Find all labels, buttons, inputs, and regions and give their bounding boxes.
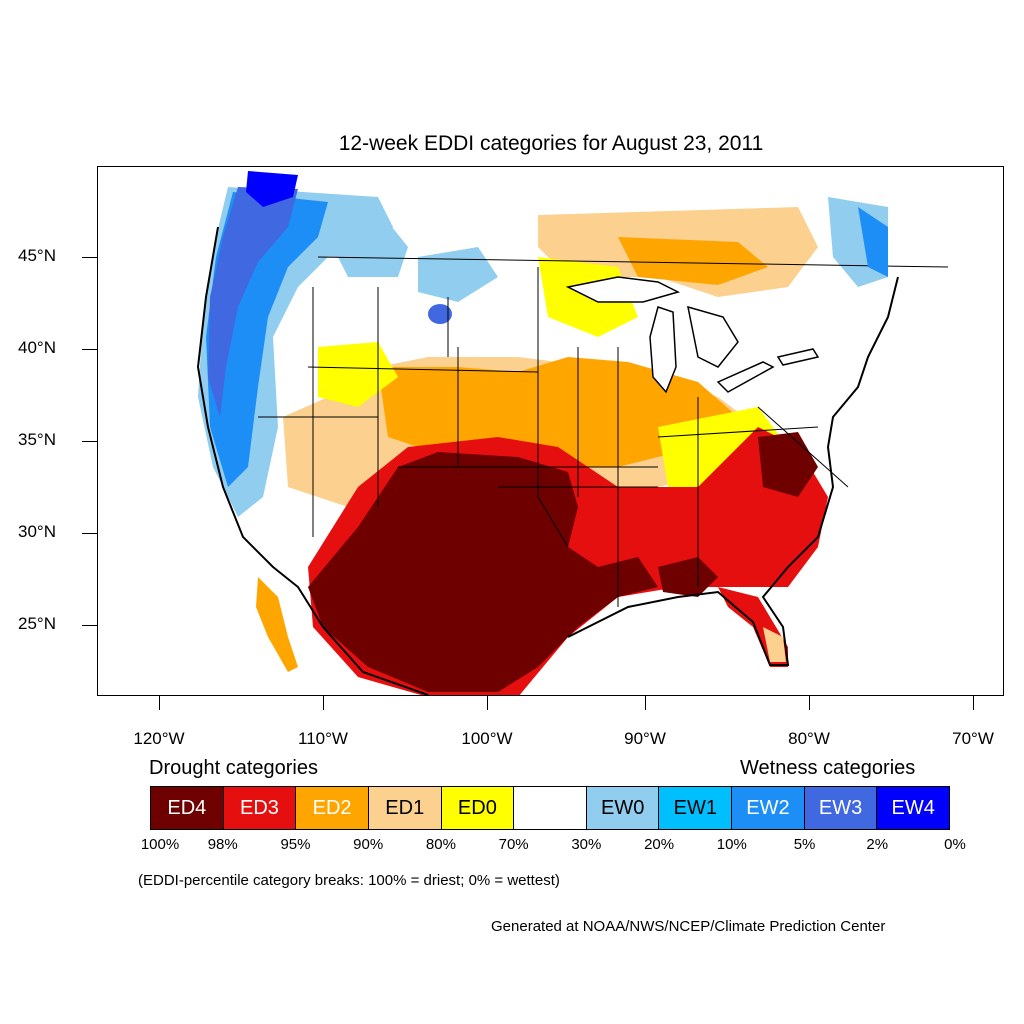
legend-break-label: 2% [866,836,889,853]
lon-label-80: 80°W [788,729,830,748]
lon-tick-80 [809,696,810,710]
lat-tick-30 [82,533,97,534]
drought-categories-title: Drought categories [149,757,318,779]
legend-cell-ew4: EW4 [877,787,950,829]
lon-label-70: 70°W [952,729,994,748]
legend-break-label: 10% [716,836,747,853]
legend-break-label: 100% [140,836,180,853]
lat-tick-45 [82,257,97,258]
lon-tick-70 [973,696,974,710]
drought-ed4-texas [308,452,658,692]
legend-break-label: 98% [207,836,238,853]
lon-tick-120 [159,696,160,710]
legend-cell-ew2: EW2 [732,787,805,829]
eddi-map [98,167,1003,695]
lake-ontario [776,348,820,366]
lake-michigan [649,306,677,394]
lon-tick-110 [323,696,324,710]
lake-huron [687,305,739,368]
lat-label-25: 25°N [18,614,56,633]
lake-erie [716,361,775,393]
drought-ed2-central [378,357,738,467]
lat-label-45: 45°N [18,246,56,265]
credit-line: Generated at NOAA/NWS/NCEP/Climate Predi… [491,918,886,935]
legend-break-label: 20% [644,836,675,853]
legend-break-label: 30% [571,836,602,853]
lake-superior [565,276,681,303]
wet-region-ew2-west [208,187,298,417]
lat-label-35: 35°N [18,430,56,449]
state-borders [258,256,949,607]
lat-label-40: 40°N [18,338,56,357]
legend-break-label: 70% [498,836,529,853]
map-panel [97,166,1004,696]
legend-break-label: 80% [425,836,456,853]
legend-cell-ed4: ED4 [151,787,224,829]
legend-cell-ed3: ED3 [223,787,297,829]
lon-tick-100 [487,696,488,710]
lon-label-120: 120°W [133,729,185,748]
legend-cell-ew3: EW3 [804,787,878,829]
lat-tick-40 [82,349,97,350]
wet-region-ew4-nw [246,171,298,207]
legend-cell-ew0: EW0 [586,787,660,829]
legend-break-label: 90% [353,836,384,853]
legend-break-label: 95% [280,836,311,853]
map-title: 12-week EDDI categories for August 23, 2… [338,132,764,155]
lon-label-100: 100°W [461,729,513,748]
lon-tick-90 [645,696,646,710]
legend-cell-ed0: ED0 [441,787,515,829]
legend-cell-normal [514,787,587,829]
legend-cell-ew1: EW1 [659,787,733,829]
legend-break-label: 0% [944,836,966,853]
legend-note: (EDDI-percentile category breaks: 100% =… [138,872,560,889]
legend-colorbar: ED4 ED3 ED2 ED1 ED0 EW0 EW1 EW2 EW3 EW4 [150,786,950,830]
legend-break-label: 5% [793,836,816,853]
lon-label-110: 110°W [298,729,348,748]
lat-tick-35 [82,441,97,442]
coastline [196,226,899,695]
lon-label-90: 90°W [624,729,666,748]
lat-tick-25 [82,625,97,626]
legend-cell-ed2: ED2 [296,787,369,829]
wetness-categories-title: Wetness categories [740,757,916,779]
lat-label-30: 30°N [18,522,56,541]
legend-cell-ed1: ED1 [368,787,442,829]
